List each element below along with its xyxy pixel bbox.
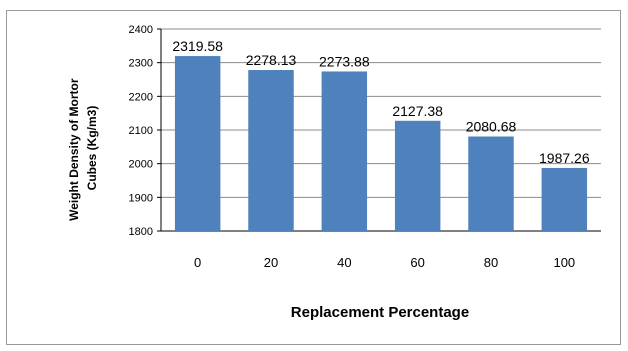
gridlines xyxy=(161,28,601,198)
y-tick-label: 1800 xyxy=(129,226,153,238)
y-tick-label: 2000 xyxy=(129,159,153,171)
x-tick-label-0: 0 xyxy=(194,255,201,270)
data-label-100: 1987.26 xyxy=(539,150,590,166)
data-label-40: 2273.88 xyxy=(319,53,370,69)
x-tick-label-20: 20 xyxy=(264,255,278,270)
bar-20 xyxy=(248,70,294,231)
bar-100 xyxy=(541,167,588,231)
data-label-60: 2127.38 xyxy=(392,103,443,119)
y-axis-title-line-1: Weight Density of Mortor xyxy=(67,78,81,221)
y-tick-labels: 1800 1900 2000 2100 2200 2300 2400 xyxy=(129,24,153,238)
x-tick-label-40: 40 xyxy=(337,255,351,270)
x-tick-label-100: 100 xyxy=(553,255,575,270)
y-tick-label: 2300 xyxy=(129,58,153,70)
x-tick-label-80: 80 xyxy=(484,255,498,270)
bar-60 xyxy=(394,120,441,231)
x-tick-labels: 0 20 40 60 80 100 xyxy=(194,255,575,270)
axes xyxy=(157,28,601,232)
data-label-0: 2319.58 xyxy=(172,38,223,54)
chart-frame xyxy=(6,10,621,345)
y-axis-title-line-2: Cubes (Kg/m3) xyxy=(85,106,99,191)
data-label-80: 2080.68 xyxy=(466,119,517,135)
data-label-20: 2278.13 xyxy=(246,52,297,68)
bar-40 xyxy=(321,71,368,231)
bar-0 xyxy=(174,56,221,231)
y-tick-label: 2400 xyxy=(129,24,153,36)
bars xyxy=(174,56,588,231)
y-tick-label: 1900 xyxy=(129,192,153,204)
data-labels: 2319.58 2278.13 2273.88 2127.38 2080.68 1987.… xyxy=(172,38,589,166)
y-tick-label: 2100 xyxy=(129,125,153,137)
x-axis-title: Replacement Percentage xyxy=(291,304,469,321)
x-tick-label-60: 60 xyxy=(410,255,424,270)
bar-80 xyxy=(468,136,514,231)
y-axis-title: Weight Density of Mortor Cubes (Kg/m3) xyxy=(67,75,99,221)
y-tick-label: 2200 xyxy=(129,91,153,103)
